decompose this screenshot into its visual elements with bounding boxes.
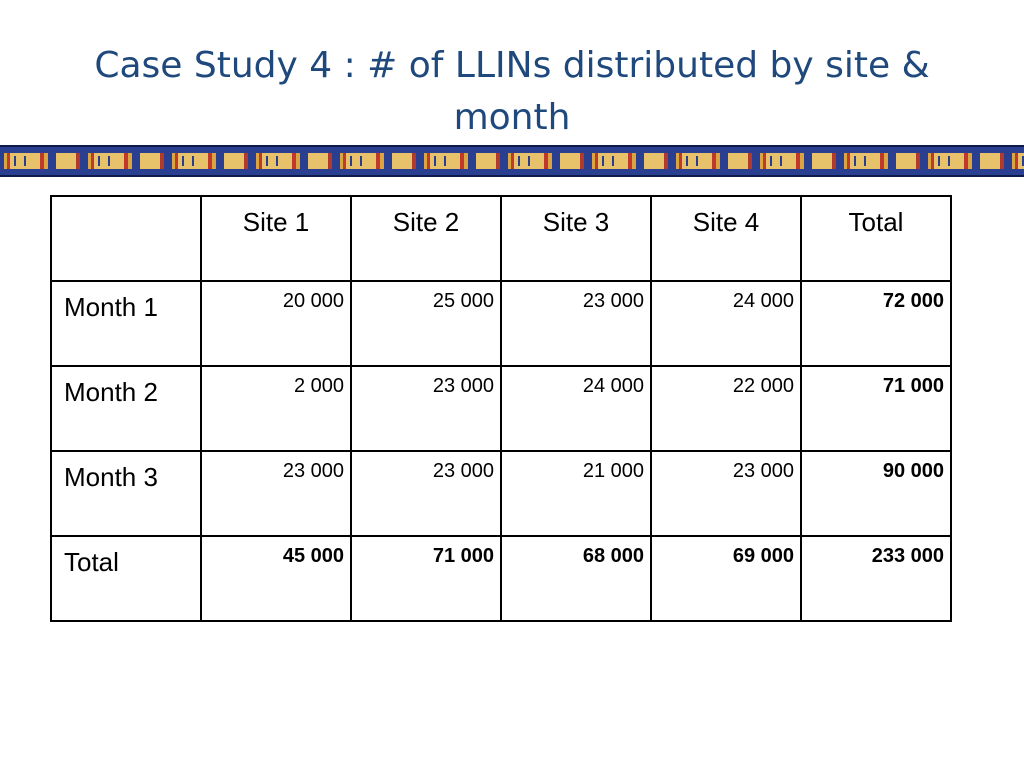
table-row-month-2: Month 2 2 000 23 000 24 000 22 000 71 00… [50,365,952,452]
banner-stripes [0,156,1024,166]
llin-distribution-table: Site 1 Site 2 Site 3 Site 4 Total Month … [50,195,952,622]
cell-month-1-site-2: 25 000 [350,280,502,367]
cell-month-3-site-3: 21 000 [500,450,652,537]
cell-month-3-total: 90 000 [800,450,952,537]
column-header-site-4: Site 4 [650,195,802,282]
cell-month-2-site-3: 24 000 [500,365,652,452]
row-header-month-3: Month 3 [50,450,202,537]
column-header-site-1: Site 1 [200,195,352,282]
cell-month-1-site-3: 23 000 [500,280,652,367]
column-header-site-2: Site 2 [350,195,502,282]
cell-total-site-2: 71 000 [350,535,502,622]
table-row-month-1: Month 1 20 000 25 000 23 000 24 000 72 0… [50,280,952,367]
cell-month-2-site-2: 23 000 [350,365,502,452]
cell-grand-total: 233 000 [800,535,952,622]
cell-month-3-site-4: 23 000 [650,450,802,537]
row-header-total: Total [50,535,202,622]
cell-total-site-4: 69 000 [650,535,802,622]
table-row-total: Total 45 000 71 000 68 000 69 000 233 00… [50,535,952,622]
cell-month-1-site-4: 24 000 [650,280,802,367]
column-header-site-3: Site 3 [500,195,652,282]
row-header-month-2: Month 2 [50,365,202,452]
cell-total-site-1: 45 000 [200,535,352,622]
row-header-month-1: Month 1 [50,280,202,367]
cell-month-2-total: 71 000 [800,365,952,452]
cell-month-2-site-4: 22 000 [650,365,802,452]
cell-total-site-3: 68 000 [500,535,652,622]
decorative-banner [0,145,1024,177]
cell-month-3-site-2: 23 000 [350,450,502,537]
table-row-month-3: Month 3 23 000 23 000 21 000 23 000 90 0… [50,450,952,537]
column-header-total: Total [800,195,952,282]
cell-month-1-site-1: 20 000 [200,280,352,367]
cell-month-2-site-1: 2 000 [200,365,352,452]
corner-cell [50,195,202,282]
table-header-row: Site 1 Site 2 Site 3 Site 4 Total [50,195,952,282]
slide-title: Case Study 4 : # of LLINs distributed by… [94,45,930,138]
cell-month-3-site-1: 23 000 [200,450,352,537]
cell-month-1-total: 72 000 [800,280,952,367]
